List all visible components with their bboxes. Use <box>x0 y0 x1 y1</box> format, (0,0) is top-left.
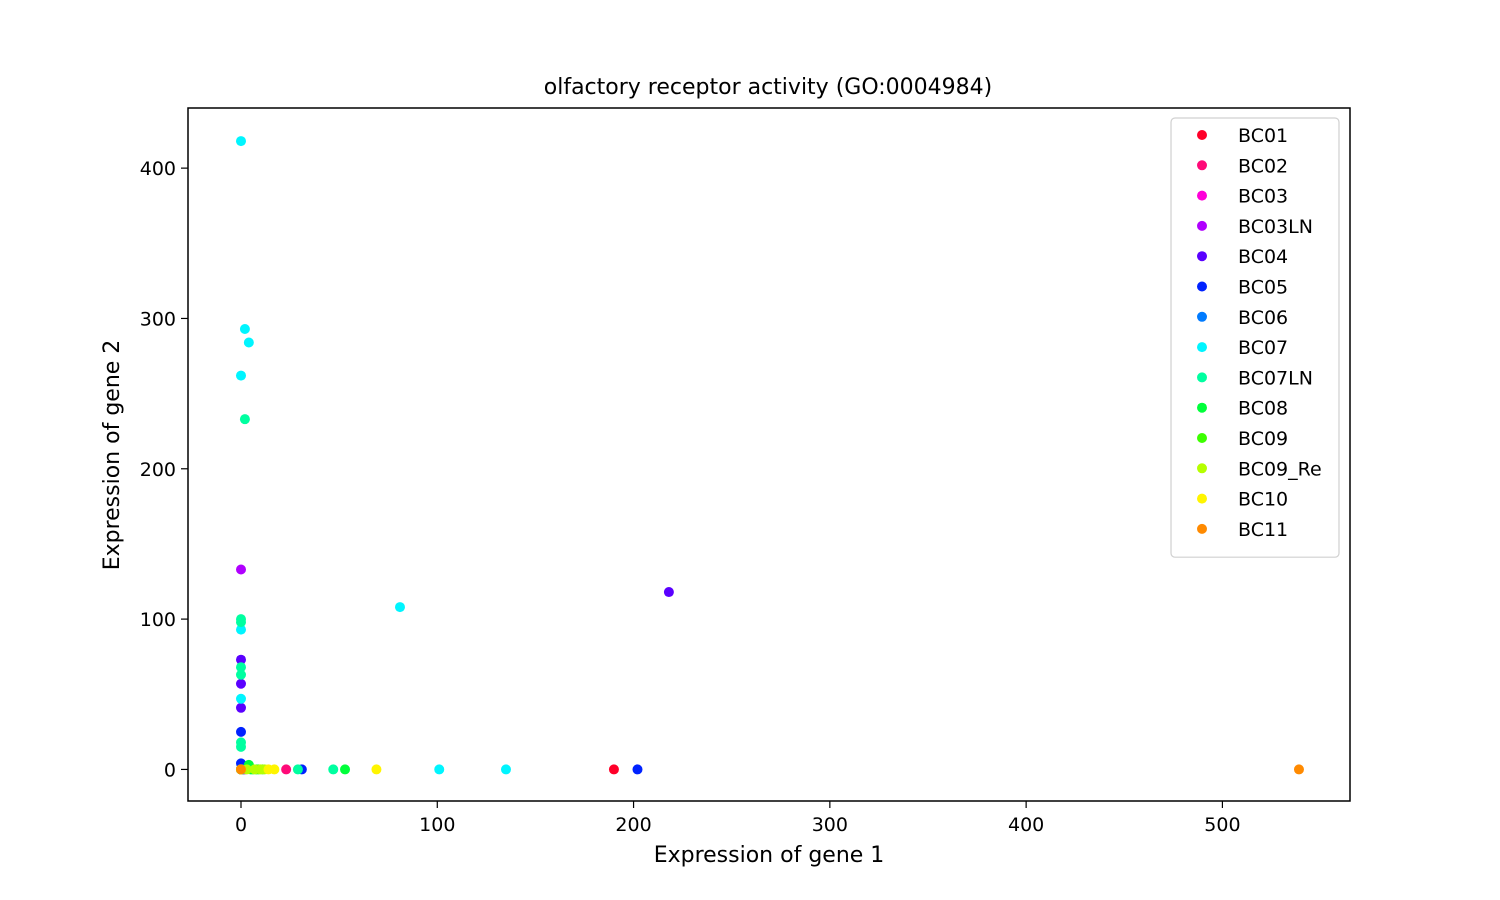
data-point-bc04 <box>235 654 246 665</box>
x-tick-label: 400 <box>1008 814 1044 836</box>
legend-box <box>1170 117 1340 558</box>
legend-label: BC03LN <box>1238 216 1313 238</box>
x-tick-label: 0 <box>235 814 247 836</box>
legend-label: BC05 <box>1238 277 1288 299</box>
data-point-bc01 <box>608 764 619 775</box>
data-point-bc04 <box>235 702 246 713</box>
data-point-bc05 <box>632 764 643 775</box>
legend-marker <box>1197 493 1207 504</box>
data-point-bc07ln <box>235 669 246 680</box>
data-point-bc11 <box>235 764 246 775</box>
x-tick-label: 200 <box>615 814 651 836</box>
y-tick-label: 0 <box>164 759 176 781</box>
data-point-bc03ln <box>235 564 246 575</box>
y-tick-label: 200 <box>140 459 176 481</box>
legend-marker <box>1197 433 1207 443</box>
chart-title: olfactory receptor activity (GO:0004984) <box>544 75 992 100</box>
legend-label: BC11 <box>1238 519 1288 541</box>
legend-label: BC09_Re <box>1238 458 1322 480</box>
data-point-bc10 <box>371 764 382 775</box>
legend-label: BC01 <box>1238 125 1288 147</box>
data-point-bc07ln <box>235 662 246 673</box>
legend-label: BC10 <box>1238 489 1288 511</box>
data-point-bc10 <box>269 764 280 775</box>
legend-marker <box>1197 372 1207 383</box>
legend-label: BC02 <box>1238 155 1288 177</box>
x-axis-ticks: 0 100 200 300 400 500 <box>235 801 1241 836</box>
y-tick-label: 400 <box>140 158 176 180</box>
data-point-bc07 <box>243 337 254 348</box>
legend-label: BC07 <box>1238 337 1288 359</box>
data-point-bc11 <box>1293 764 1304 775</box>
plot-area <box>188 108 1350 801</box>
data-point-bc04 <box>663 587 674 598</box>
legend-label: BC08 <box>1238 398 1288 420</box>
data-point-bc07 <box>235 624 246 635</box>
y-axis-label: Expression of gene 2 <box>100 340 125 571</box>
legend: BC01 BC02 BC03 BC03LN BC04 BC05 BC06 BC07 BC07LN… <box>1170 117 1340 558</box>
data-point-bc07ln <box>235 617 246 628</box>
data-point-bc08 <box>340 764 351 775</box>
y-axis-ticks: 0 100 200 300 400 <box>140 158 188 781</box>
data-point-bc04 <box>235 678 246 689</box>
data-point-bc02 <box>281 764 292 775</box>
data-points <box>235 136 1304 775</box>
plot-frame <box>187 107 1351 802</box>
legend-marker <box>1197 251 1207 262</box>
legend-label: BC04 <box>1238 246 1288 268</box>
legend-marker <box>1197 463 1207 474</box>
data-point-bc07 <box>394 602 405 613</box>
data-point-bc07 <box>239 323 250 334</box>
y-tick-label: 300 <box>140 308 176 330</box>
data-point-bc07 <box>434 764 445 775</box>
legend-marker <box>1197 281 1207 292</box>
legend-label: BC07LN <box>1238 367 1313 389</box>
data-point-bc07ln <box>292 764 303 775</box>
data-point-bc05 <box>235 726 246 737</box>
legend-marker <box>1197 402 1207 413</box>
data-point-bc07ln <box>235 741 246 752</box>
x-tick-label: 500 <box>1204 814 1240 836</box>
legend-marker <box>1197 311 1207 322</box>
legend-label: BC09 <box>1238 428 1288 450</box>
legend-marker <box>1197 220 1207 231</box>
legend-marker <box>1197 130 1207 140</box>
data-point-bc07 <box>235 693 246 704</box>
data-point-bc07ln <box>239 414 250 425</box>
legend-label: BC03 <box>1238 186 1288 208</box>
y-tick-label: 100 <box>140 609 176 631</box>
data-point-bc07ln <box>328 764 339 775</box>
legend-marker <box>1197 523 1207 534</box>
data-point-bc07 <box>235 370 246 381</box>
legend-marker <box>1197 190 1207 201</box>
x-tick-label: 100 <box>419 814 455 836</box>
legend-marker <box>1197 342 1207 353</box>
data-point-bc07 <box>235 136 246 147</box>
x-tick-label: 300 <box>812 814 848 836</box>
legend-marker <box>1197 160 1207 171</box>
data-point-bc07 <box>500 764 511 775</box>
legend-label: BC06 <box>1238 307 1288 329</box>
x-axis-label: Expression of gene 1 <box>654 843 885 868</box>
